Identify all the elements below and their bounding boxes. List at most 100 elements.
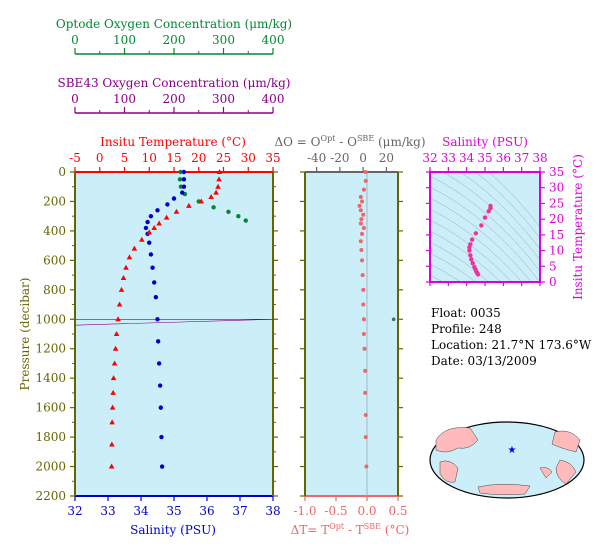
ts-point — [467, 248, 472, 253]
temperature-point — [110, 375, 117, 381]
ts-temperature-tick-label: 5 — [549, 259, 557, 273]
salinity-point — [157, 383, 163, 388]
temperature-point — [110, 389, 116, 395]
salinity-point — [155, 317, 160, 322]
main-plot-area — [75, 172, 273, 496]
temperature-point — [213, 189, 219, 195]
sbe43-reference-line — [74, 318, 274, 326]
salinity-tick-label: 34 — [133, 504, 149, 518]
delta-point — [363, 413, 368, 417]
pressure-tick-label: 800 — [43, 283, 66, 297]
optode-tick-label: 100 — [113, 33, 136, 47]
delta-point — [358, 208, 363, 213]
optode-oxygen-axis: Optode Oxygen Concentration (μm/kg) 0 100… — [56, 17, 292, 55]
salinity-point — [158, 405, 163, 410]
delta-point — [360, 258, 365, 263]
ts-temperature-tick-label: 20 — [549, 212, 564, 226]
density-contour — [460, 172, 540, 250]
salinity-point — [156, 361, 162, 366]
map-landmass — [551, 430, 581, 453]
temperature-tick-label: 30 — [241, 151, 256, 165]
temperature-point — [123, 264, 129, 270]
salinity-tick-label: 36 — [199, 504, 214, 518]
temperature-point — [111, 360, 118, 366]
optode-point — [177, 177, 183, 182]
pressure-tick-label: 1600 — [35, 401, 66, 415]
density-contour — [430, 186, 540, 282]
sbe43-tick-label: 200 — [163, 92, 186, 106]
temperature-tick-label: 25 — [216, 151, 231, 165]
delta-point — [361, 287, 366, 292]
optode-tick-label: 200 — [163, 33, 186, 47]
ts-point — [482, 215, 488, 220]
delta-point — [363, 178, 368, 183]
temperature-tick-label: 0 — [96, 151, 104, 165]
location-text: Location: 21.7°N 173.6°W — [431, 338, 592, 352]
temperature-point — [198, 198, 205, 204]
delta-oxygen-tick-label: -40 — [307, 151, 326, 165]
optode-point — [236, 213, 241, 219]
delta-point — [358, 195, 363, 200]
delta-point — [360, 199, 365, 204]
ts-point — [468, 253, 473, 258]
date-text: Date: 03/13/2009 — [431, 354, 537, 368]
density-contour — [430, 252, 476, 282]
map-landmass — [439, 460, 459, 483]
ts-point — [469, 237, 475, 242]
temperature-point — [186, 202, 192, 208]
delta-point — [359, 217, 364, 222]
map-landmass — [435, 427, 479, 453]
delta-temperature-tick-label: 0.5 — [388, 504, 407, 518]
density-contour — [475, 172, 540, 239]
optode-point — [243, 218, 248, 223]
ts-point — [469, 257, 474, 262]
salinity-point — [147, 240, 152, 245]
ts-plot-area — [430, 172, 540, 282]
sbe43-tick-label: 100 — [113, 92, 136, 106]
temperature-point — [131, 245, 138, 251]
pressure-tick-label: 200 — [43, 194, 66, 208]
salinity-axis-title: Salinity (PSU) — [130, 523, 216, 537]
density-contour — [430, 175, 540, 272]
salinity-tick-label: 38 — [265, 504, 280, 518]
salinity-point — [181, 169, 187, 175]
salinity-point — [165, 202, 170, 207]
delta-point — [361, 212, 366, 217]
ts-diagram-panel: Salinity (PSU) Insitu Temperature (°C) 3… — [422, 135, 585, 300]
map-landmass — [477, 484, 531, 496]
ts-temperature-axis-title: Insitu Temperature (°C) — [571, 154, 585, 300]
ts-temperature-tick-label: 35 — [549, 165, 564, 179]
temperature-point — [126, 254, 133, 260]
salinity-point — [181, 184, 187, 189]
temperature-point — [108, 463, 115, 469]
salinity-point — [145, 219, 150, 225]
salinity-tick-label: 32 — [67, 504, 82, 518]
main-profile-panel: Insitu Temperature (°C) Salinity (PSU) P… — [18, 135, 281, 537]
optode-point — [226, 209, 231, 214]
salinity-point — [180, 190, 185, 195]
profile-number-text: Profile: 248 — [431, 322, 502, 336]
delta-point — [364, 464, 369, 469]
ts-temperature-tick-label: 25 — [549, 196, 564, 210]
ts-salinity-tick-label: 38 — [532, 151, 547, 165]
salinity-point — [159, 434, 164, 440]
temperature-point — [118, 286, 125, 292]
density-contour — [488, 172, 540, 228]
temperature-point — [151, 224, 157, 230]
sbe43-tick-label: 400 — [262, 92, 285, 106]
delta-temperature-tick-label: 0.0 — [357, 504, 376, 518]
pressure-tick-label: 1200 — [35, 342, 66, 356]
temperature-point — [109, 419, 115, 425]
ts-salinity-tick-label: 32 — [422, 151, 437, 165]
salinity-point — [159, 464, 165, 469]
pressure-tick-label: 600 — [43, 253, 66, 267]
temperature-tick-label: 10 — [142, 151, 157, 165]
temperature-tick-label: 15 — [166, 151, 181, 165]
optode-tick-label: 300 — [212, 33, 235, 47]
temperature-tick-label: 5 — [121, 151, 129, 165]
optode-point — [211, 205, 216, 210]
ts-salinity-tick-label: 36 — [496, 151, 511, 165]
ts-temperature-tick-label: 15 — [549, 228, 564, 242]
temperature-point — [120, 275, 127, 281]
